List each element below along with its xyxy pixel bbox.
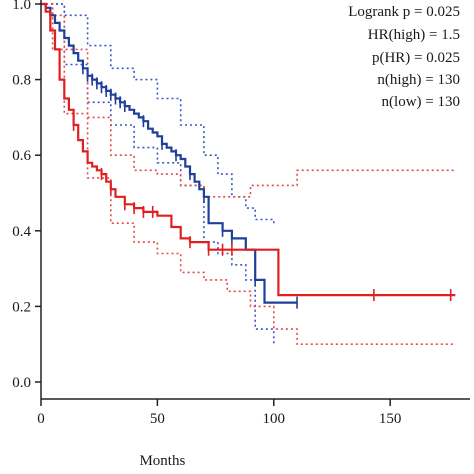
y-tick-label-1: 0.2	[12, 299, 31, 315]
y-tick-label-5: 1.0	[12, 0, 31, 13]
survival-curve-1	[41, 2, 456, 297]
survival-curve-0	[41, 2, 298, 304]
annotation-p-hr: p(HR) = 0.025	[372, 50, 460, 66]
censor-marks	[72, 62, 452, 309]
y-tick-label-2: 0.4	[12, 224, 31, 240]
ci-upper-1	[41, 3, 456, 198]
x-axis-title: Months	[139, 453, 185, 469]
x-tick-label-3: 150	[379, 411, 402, 427]
confidence-bands	[41, 3, 456, 345]
y-ticks: 0.0 0.2 0.4 0.6 0.8 1.0	[12, 0, 41, 391]
y-tick-label-0: 0.0	[12, 375, 31, 391]
x-tick-label-1: 50	[150, 411, 165, 427]
x-tick-label-2: 100	[263, 411, 286, 427]
annotation-logrank: Logrank p = 0.025	[348, 4, 460, 20]
annotation-n-low: n(low) = 130	[382, 94, 460, 110]
annotation-n-high: n(high) = 130	[377, 72, 460, 88]
ci-upper-0	[41, 3, 275, 224]
survival-curves	[41, 2, 456, 304]
x-tick-label-0: 0	[37, 411, 45, 427]
x-ticks: 0 50 100 150	[37, 399, 401, 427]
stats-annotation: Logrank p = 0.025 HR(high) = 1.5 p(HR) =…	[348, 4, 460, 110]
y-tick-label-4: 0.8	[12, 73, 31, 89]
y-tick-label-3: 0.6	[12, 148, 31, 164]
annotation-hr: HR(high) = 1.5	[368, 27, 460, 43]
